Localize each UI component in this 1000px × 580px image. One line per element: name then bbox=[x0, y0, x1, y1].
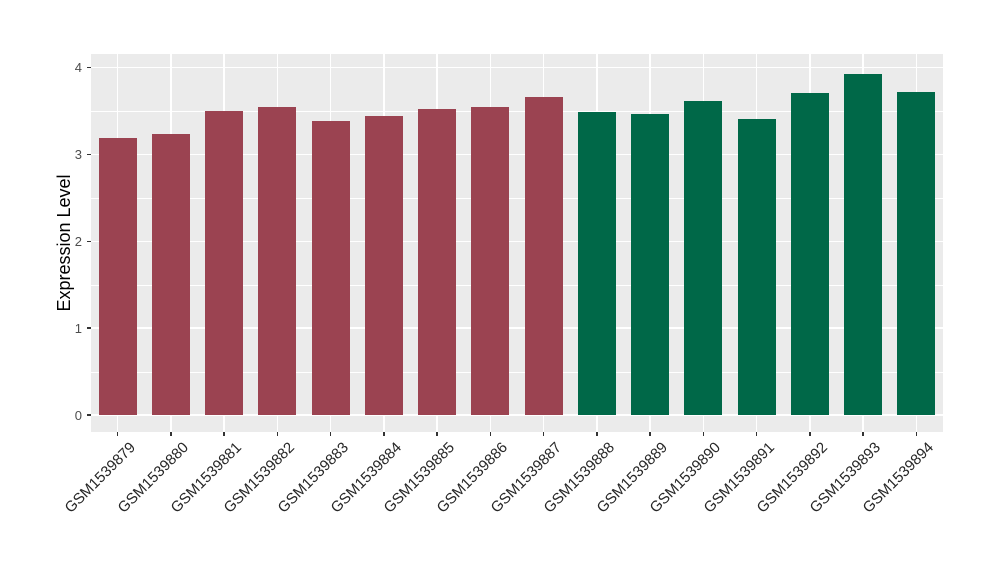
bar-GSM1539879 bbox=[98, 137, 137, 415]
bar-GSM1539890 bbox=[684, 100, 723, 415]
gridline-minor bbox=[91, 284, 943, 286]
x-tick-mark bbox=[489, 432, 492, 436]
bar-GSM1539885 bbox=[418, 109, 457, 415]
x-tick-mark bbox=[649, 432, 651, 436]
y-tick-mark bbox=[87, 414, 91, 416]
y-tick-label-1: 1 bbox=[74, 320, 82, 336]
y-tick-label-3: 3 bbox=[74, 146, 82, 162]
bar-GSM1539886 bbox=[471, 106, 510, 415]
gridline-major bbox=[91, 240, 943, 242]
y-tick-mark bbox=[87, 327, 91, 329]
bar-GSM1539880 bbox=[151, 133, 190, 415]
x-tick-mark bbox=[809, 432, 811, 436]
y-tick-label-4: 4 bbox=[74, 60, 82, 75]
gridline-major bbox=[91, 414, 943, 416]
bar-GSM1539887 bbox=[524, 97, 563, 415]
x-tick-mark bbox=[116, 432, 119, 436]
y-tick-label-2: 2 bbox=[74, 233, 82, 249]
x-tick-mark bbox=[755, 432, 758, 436]
plot-panel bbox=[91, 54, 943, 432]
y-tick-mark bbox=[87, 240, 91, 242]
bar-GSM1539881 bbox=[205, 110, 244, 415]
gridline-major bbox=[91, 153, 943, 156]
x-tick-mark bbox=[383, 432, 385, 436]
bar-GSM1539882 bbox=[258, 106, 297, 415]
bar-GSM1539891 bbox=[737, 118, 776, 415]
x-tick-mark bbox=[223, 432, 225, 436]
gridline-minor bbox=[91, 197, 943, 199]
bar-GSM1539892 bbox=[790, 92, 829, 415]
bar-GSM1539888 bbox=[577, 111, 616, 415]
gridline-minor bbox=[91, 371, 943, 373]
bar-GSM1539889 bbox=[631, 113, 670, 415]
x-tick-mark bbox=[276, 432, 279, 436]
x-tick-mark bbox=[915, 432, 918, 436]
bar-GSM1539893 bbox=[844, 74, 883, 415]
gridline-major bbox=[91, 66, 943, 69]
gridline-minor bbox=[91, 110, 943, 112]
x-tick-mark bbox=[329, 432, 332, 436]
x-tick-mark bbox=[702, 432, 705, 436]
x-tick-mark bbox=[170, 432, 172, 436]
bar-GSM1539883 bbox=[311, 121, 350, 415]
gridline-major bbox=[91, 327, 943, 329]
y-tick-mark bbox=[87, 66, 91, 69]
bar-GSM1539884 bbox=[364, 116, 403, 415]
bar-GSM1539894 bbox=[897, 91, 936, 415]
x-tick-mark bbox=[436, 432, 438, 436]
x-tick-mark bbox=[862, 432, 864, 436]
x-tick-mark bbox=[596, 432, 598, 436]
x-tick-mark bbox=[542, 432, 545, 436]
y-tick-mark bbox=[87, 153, 91, 156]
y-tick-label-0: 0 bbox=[74, 407, 82, 423]
